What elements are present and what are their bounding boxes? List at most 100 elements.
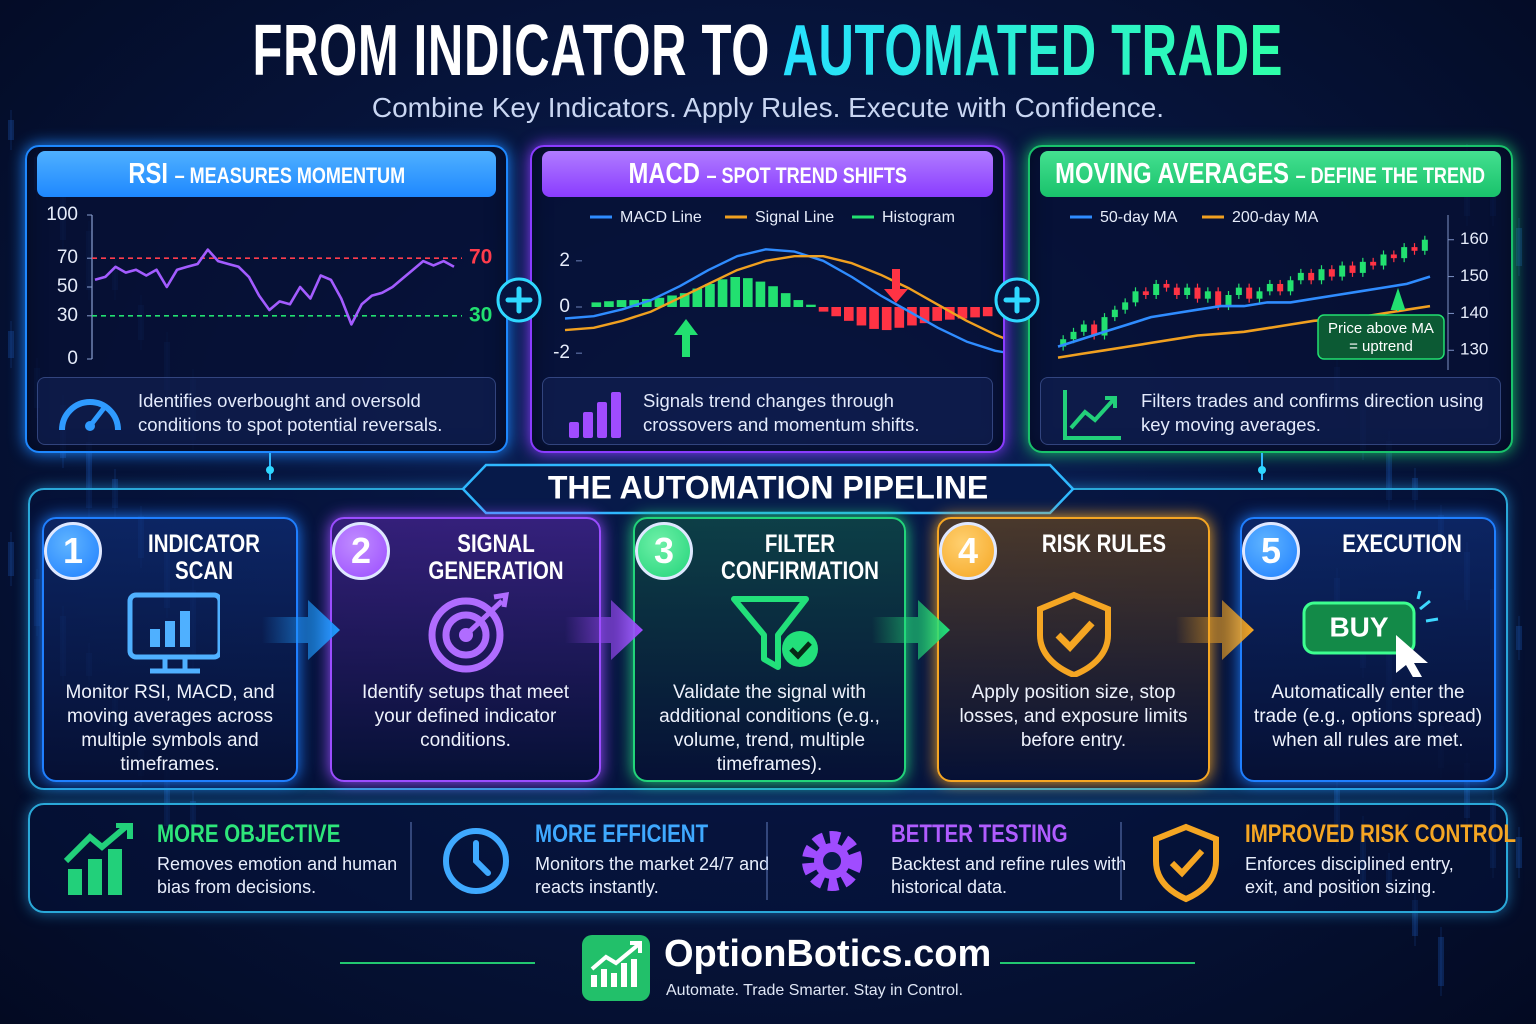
- histogram-bar: [780, 293, 791, 307]
- indicator-name: MACD: [628, 157, 700, 190]
- benefit: MORE OBJECTIVE Removes emotion and human …: [62, 818, 402, 903]
- sell-signal-arrow: [884, 269, 908, 303]
- step-title-text: SIGNAL GENERATION: [427, 530, 564, 585]
- histogram-bar: [679, 293, 690, 307]
- click-rays: [1416, 591, 1439, 623]
- candle-body: [1287, 280, 1294, 292]
- step-number: 1: [44, 522, 102, 580]
- histogram-bar: [806, 304, 816, 307]
- benefit-description: Monitors the market 24/7 and reacts inst…: [535, 854, 770, 897]
- benefit-icon: [802, 831, 862, 891]
- step-icon: [332, 591, 599, 677]
- step-icon: [44, 591, 296, 677]
- benefit-icon: [63, 823, 133, 895]
- threshold-label: 70: [469, 246, 492, 269]
- buy-button-label: BUY: [1329, 611, 1388, 642]
- candle-body: [1122, 302, 1129, 310]
- legend-label: MACD Line: [620, 209, 702, 226]
- pipeline-title-pill: THE AUTOMATION PIPELINE: [461, 463, 1075, 515]
- buy-button: [1302, 601, 1416, 655]
- candle-body: [1328, 269, 1335, 277]
- step-number: 4: [939, 522, 997, 580]
- step-icon: [635, 591, 904, 677]
- description-box: Filters trades and confirms direction us…: [1040, 377, 1501, 445]
- candle-body: [1091, 324, 1098, 336]
- histogram-bar: [717, 279, 728, 307]
- bg-candle: [1516, 837, 1522, 868]
- y-tick-label: 70: [57, 247, 78, 268]
- candle-body: [1080, 324, 1087, 332]
- description-text: Identifies overbought and oversold condi…: [138, 390, 443, 435]
- brand: OptionBotics.com: [664, 933, 991, 975]
- histogram-bar: [818, 307, 829, 312]
- candle-body: [1349, 265, 1356, 273]
- candle-body: [1359, 261, 1366, 273]
- description-box: Signals trend changes through crossovers…: [542, 377, 993, 445]
- divider: [410, 822, 412, 900]
- annotation-text: = uptrend: [1349, 338, 1413, 355]
- y-tick-label: 100: [46, 204, 78, 225]
- histogram-bar: [768, 286, 778, 307]
- y-tick-label: 130: [1460, 340, 1488, 359]
- candle-body: [1215, 291, 1222, 307]
- bg-candle: [1438, 937, 1444, 986]
- candle-body: [1390, 254, 1397, 259]
- step-number: 3: [635, 522, 693, 580]
- indicator-card: RSI – MEASURES MOMENTUM 0 30 50 70 100 70 30 Iden…: [25, 145, 508, 453]
- indicator-card: MOVING AVERAGES – DEFINE THE TREND 130 140 1…: [1028, 145, 1513, 453]
- step-description: Validate the signal with additional cond…: [659, 682, 880, 775]
- candle-body: [1380, 254, 1387, 266]
- candle-body: [1163, 283, 1170, 288]
- candle-body: [1101, 317, 1108, 336]
- y-tick-label: 160: [1460, 229, 1488, 248]
- y-tick-label: 140: [1460, 303, 1488, 322]
- histogram-bar: [730, 277, 740, 307]
- step-icon: BUY: [1242, 591, 1494, 677]
- indicator-chart: 0 30 50 70 100 70 30: [46, 204, 492, 369]
- benefit-title: MORE EFFICIENT: [535, 820, 746, 849]
- indicator-chart: -2 0 2 MACD Line Signal Line Histogram: [553, 209, 1003, 363]
- benefit-title-text: MORE EFFICIENT: [535, 820, 709, 848]
- card-header: MACD – SPOT TREND SHIFTS: [542, 151, 993, 197]
- step-icon-graphic: [127, 592, 220, 674]
- description-icon: [1063, 390, 1121, 440]
- bg-candle: [8, 331, 14, 358]
- title: FROM INDICATOR TO AUTOMATED TRADE: [0, 10, 1536, 92]
- candle-body: [1060, 339, 1067, 347]
- card-header-text: MACD – SPOT TREND SHIFTS: [628, 158, 906, 191]
- footer-tagline: Automate. Trade Smarter. Stay in Control…: [666, 982, 963, 999]
- candle-body: [1297, 272, 1304, 281]
- pipeline-step: 1 INDICATOR SCAN Monitor RSI, MACD, and mo…: [42, 517, 298, 782]
- divider: [766, 822, 768, 900]
- candle-body: [1370, 261, 1377, 266]
- histogram-bar: [642, 298, 652, 307]
- step-icon: [939, 591, 1208, 677]
- bg-candle: [1464, 763, 1470, 818]
- step-icon-graphic: [428, 591, 509, 673]
- histogram-bar: [743, 278, 753, 307]
- candle-body: [1132, 291, 1139, 303]
- histogram-bar: [604, 301, 614, 307]
- candle-body: [1153, 283, 1160, 295]
- card-header-text: MOVING AVERAGES – DEFINE THE TREND: [1056, 158, 1486, 191]
- step-icon-graphic: [1036, 591, 1111, 677]
- benefit-title: MORE OBJECTIVE: [157, 820, 381, 849]
- histogram-bar: [692, 288, 703, 307]
- histogram-bar: [616, 300, 627, 307]
- y-tick-label: 150: [1460, 266, 1488, 285]
- benefit: MORE EFFICIENT Monitors the market 24/7 a…: [440, 818, 780, 903]
- step-description: Apply position size, stop losses, and ex…: [959, 682, 1188, 751]
- title-part: FROM INDICATOR TO: [252, 11, 771, 91]
- candle-body: [1308, 272, 1315, 281]
- benefits-container: [28, 803, 1508, 913]
- candle-body: [1339, 265, 1346, 277]
- pipeline-step: 4 RISK RULES Apply position size, stop los…: [937, 517, 1210, 782]
- bg-candle: [8, 120, 14, 140]
- step-number: 2: [332, 522, 390, 580]
- divider: [1120, 822, 1122, 900]
- benefit: IMPROVED RISK CONTROL Enforces discipline…: [1150, 818, 1516, 903]
- card-header: RSI – MEASURES MOMENTUM: [37, 151, 496, 197]
- candle-body: [1318, 269, 1325, 281]
- step-title-text: FILTER CONFIRMATION: [720, 530, 879, 585]
- candle-body: [1070, 331, 1077, 340]
